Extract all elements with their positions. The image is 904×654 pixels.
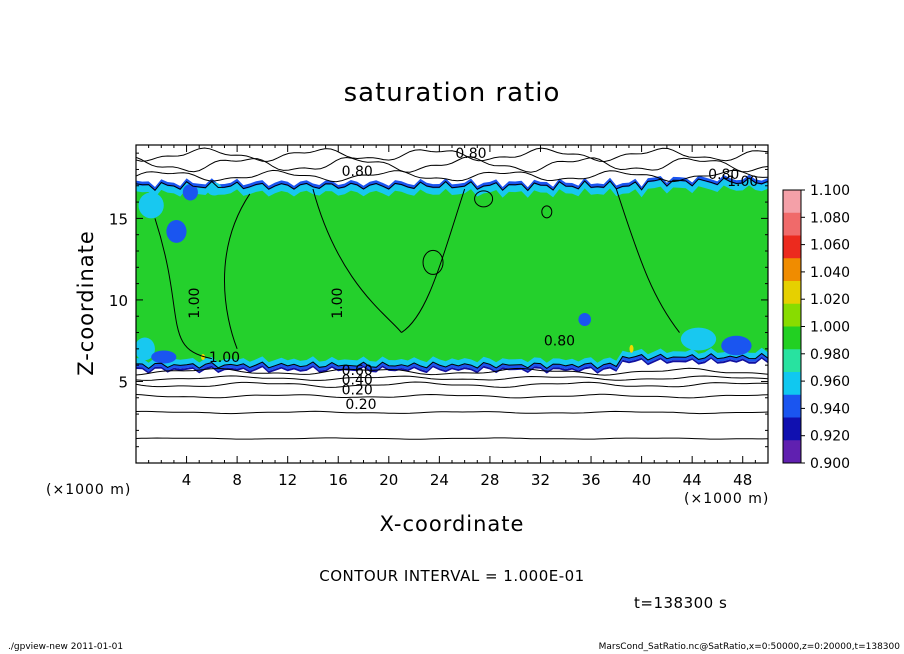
colorbar-swatch: [783, 235, 801, 259]
patch-1: [166, 220, 187, 243]
contour-label: 1.00: [209, 350, 240, 366]
lower-contour-1: [136, 410, 768, 415]
y-tick-label: 10: [109, 292, 128, 310]
colorbar-label: 1.020: [810, 292, 850, 308]
colorbar-swatch: [783, 190, 801, 214]
contour-label: 0.80: [708, 167, 739, 183]
colorbar-label: 0.900: [810, 456, 850, 472]
colorbar-swatch: [783, 326, 801, 350]
x-tick-label: 28: [480, 471, 499, 489]
time-label: t=138300 s: [634, 594, 728, 612]
colorbar-label: 0.940: [810, 401, 850, 417]
colorbar-swatch: [783, 394, 801, 418]
x-tick-label: 8: [232, 471, 242, 489]
patch-2: [182, 184, 198, 201]
x-axis-label: X-coordinate: [379, 512, 525, 536]
contour-label: 0.80: [455, 146, 486, 162]
colorbar-swatch: [783, 212, 801, 236]
patch-8: [151, 350, 177, 364]
inner-contour-3: [401, 188, 466, 333]
contour-label: 0.20: [342, 383, 373, 399]
footer-right: MarsCond_SatRatio.nc@SatRatio,x=0:50000,…: [598, 642, 900, 652]
lower-contour-4: [136, 375, 768, 381]
colorbar-swatch: [783, 281, 801, 305]
y-axis-label: Z-coordinate: [74, 230, 98, 376]
patch-3: [206, 182, 222, 196]
x-unit-label-left: (×1000 m): [46, 482, 132, 498]
colorbar-swatch: [783, 349, 801, 373]
contour-label: 1.00: [330, 288, 346, 319]
lower-contour-3: [136, 381, 768, 388]
footer-left: ./gpview-new 2011-01-01: [8, 642, 124, 652]
upper-contour-1: [136, 156, 768, 173]
patch-0: [138, 192, 164, 219]
inner-contour-loop-0: [422, 249, 444, 275]
colorbar-swatch: [783, 303, 801, 327]
x-tick-label: 4: [182, 471, 192, 489]
x-tick-label: 40: [632, 471, 651, 489]
colorbar-label: 1.000: [810, 320, 850, 336]
lower-fringe-light: [136, 347, 768, 369]
chart-title: saturation ratio: [343, 78, 561, 108]
x-tick-label: 24: [430, 471, 449, 489]
saturation-boundary: [136, 177, 768, 370]
lower-contour-2: [136, 393, 768, 399]
patch-4: [136, 337, 155, 361]
x-unit-label-right: (×1000 m): [684, 491, 770, 507]
upper-fringe-dark: [136, 174, 768, 192]
lower-fringe-deep: [136, 356, 768, 374]
highlight-patch-0: [629, 344, 634, 353]
inner-contour-loop-1: [541, 205, 553, 219]
contour-label: 1.00: [727, 174, 758, 190]
colorbar-swatch: [783, 258, 801, 282]
highlight-patch-1: [200, 354, 205, 360]
inner-contour-4: [615, 188, 680, 333]
x-tick-label: 36: [581, 471, 600, 489]
saturated-region: [136, 178, 768, 369]
colorbar-label: 0.920: [810, 429, 850, 445]
colorbar-swatch: [783, 372, 801, 396]
contour-label: 0.80: [544, 334, 575, 350]
y-tick-label: 5: [118, 373, 128, 391]
colorbar-label: 1.080: [810, 210, 850, 226]
contour-label: 0.80: [342, 164, 373, 180]
upper-contour-2: [136, 147, 768, 163]
lower-contour-5: [136, 367, 768, 376]
colorbar-label: 1.040: [810, 265, 850, 281]
x-tick-label: 44: [683, 471, 702, 489]
contour-label: 1.00: [187, 288, 203, 319]
patch-6: [721, 335, 752, 356]
x-tick-label: 32: [531, 471, 550, 489]
contour-label: 0.40: [342, 373, 373, 389]
y-tick-label: 15: [109, 210, 128, 228]
inner-contour-loop-2: [474, 190, 494, 208]
x-tick-label: 16: [329, 471, 348, 489]
contour-interval-text: CONTOUR INTERVAL = 1.000E-01: [319, 567, 585, 585]
colorbar-label: 0.960: [810, 374, 850, 390]
lower-contour-0: [136, 437, 768, 440]
x-tick-label: 20: [379, 471, 398, 489]
contour-label-low: 0.20: [345, 397, 376, 413]
colorbar-swatch: [783, 440, 801, 464]
colorbar-label: 1.060: [810, 238, 850, 254]
x-tick-label: 48: [733, 471, 752, 489]
colorbar-swatch: [783, 417, 801, 441]
x-tick-label: 12: [278, 471, 297, 489]
colorbar: 1.100 1.080 1.060 1.040 1.020 1.000 0.980 0.960…: [782, 183, 850, 472]
colorbar-label: 1.100: [810, 183, 850, 199]
patch-5: [680, 327, 717, 351]
inner-contour-1: [312, 188, 402, 333]
colorbar-label: 0.980: [810, 347, 850, 363]
patch-7: [578, 312, 592, 326]
inner-contour-0: [154, 218, 212, 360]
lower-fringe-dark: [136, 353, 768, 372]
inner-contour-2: [223, 193, 251, 350]
plot-area: 0.800.80 0.801.001.00 1.001.000.800.600.40…: [136, 146, 768, 440]
upper-contour-0: [136, 169, 768, 183]
contour-label: 0.60: [342, 363, 373, 379]
